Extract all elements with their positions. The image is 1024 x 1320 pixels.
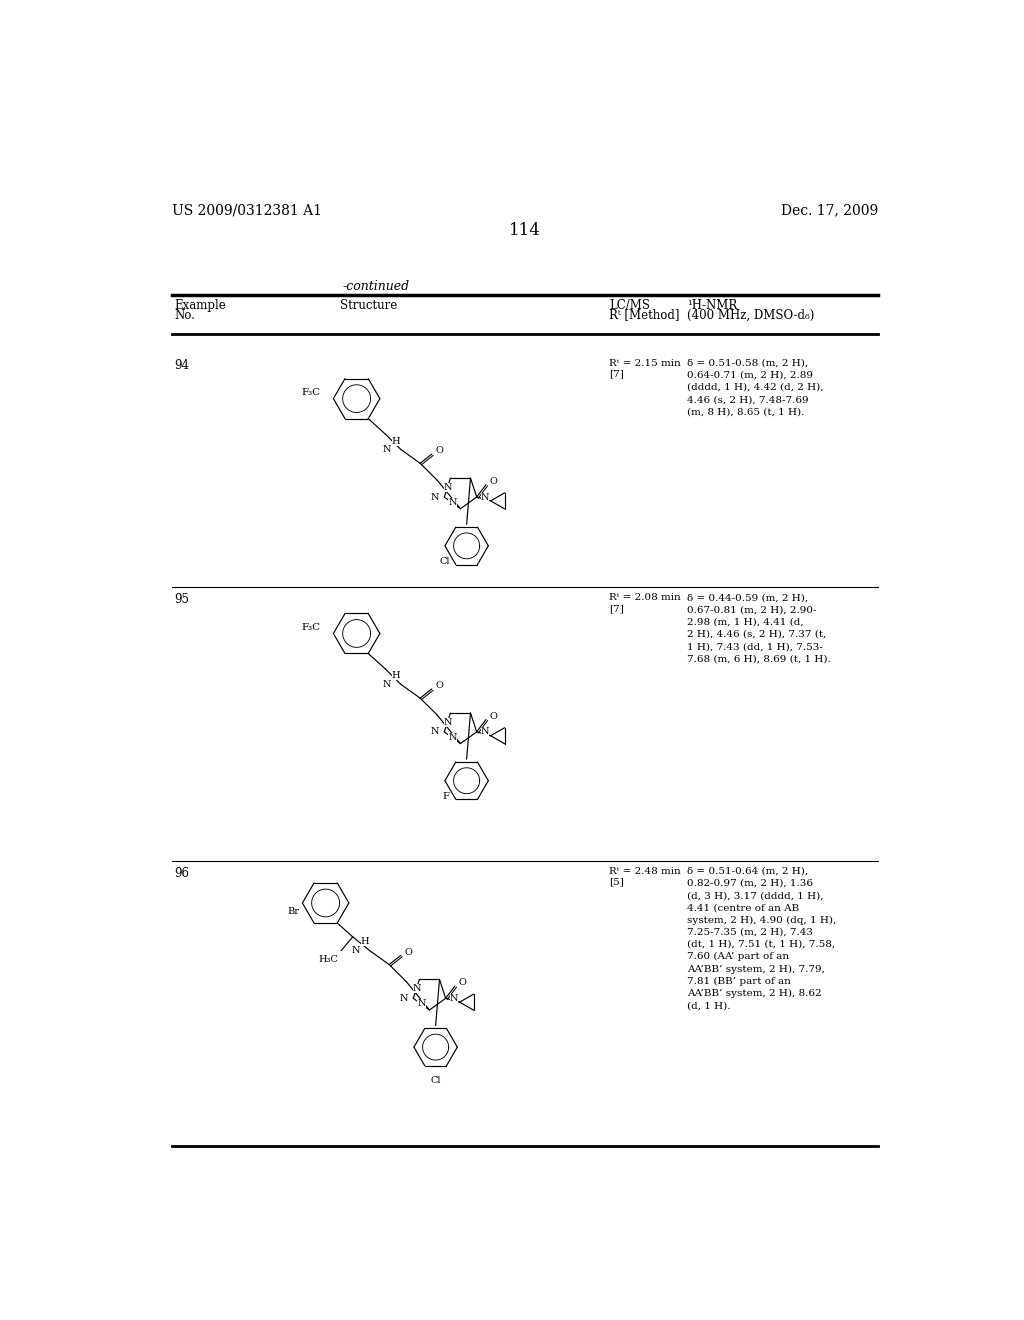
- Text: H: H: [392, 437, 400, 446]
- Text: LC/MS: LC/MS: [609, 298, 650, 312]
- Text: H: H: [360, 937, 370, 946]
- Text: 95: 95: [174, 594, 189, 606]
- Text: F₃C: F₃C: [301, 388, 321, 397]
- Text: N: N: [399, 994, 408, 1003]
- Text: Rᵗ = 2.15 min: Rᵗ = 2.15 min: [609, 359, 681, 367]
- Text: F: F: [442, 792, 450, 801]
- Text: N: N: [449, 498, 457, 507]
- Text: Rᵗ = 2.08 min: Rᵗ = 2.08 min: [609, 594, 681, 602]
- Text: O: O: [404, 948, 413, 957]
- Text: O: O: [435, 446, 443, 455]
- Text: Structure: Structure: [340, 298, 397, 312]
- Text: N: N: [449, 733, 457, 742]
- Text: δ = 0.51-0.58 (m, 2 H),
0.64-0.71 (m, 2 H), 2.89
(dddd, 1 H), 4.42 (d, 2 H),
4.4: δ = 0.51-0.58 (m, 2 H), 0.64-0.71 (m, 2 …: [687, 359, 823, 416]
- Text: O: O: [489, 477, 497, 486]
- Text: N: N: [383, 680, 391, 689]
- Text: N: N: [383, 445, 391, 454]
- Text: Example: Example: [174, 298, 226, 312]
- Text: Cl: Cl: [430, 1076, 441, 1085]
- Text: [5]: [5]: [609, 878, 625, 887]
- Text: -continued: -continued: [342, 280, 410, 293]
- Text: [7]: [7]: [609, 370, 625, 379]
- Text: N: N: [443, 483, 453, 492]
- Text: 94: 94: [174, 359, 189, 372]
- Text: ¹H-NMR: ¹H-NMR: [687, 298, 737, 312]
- Text: H: H: [392, 672, 400, 680]
- Text: [7]: [7]: [609, 605, 625, 614]
- Text: N: N: [430, 492, 439, 502]
- Text: (400 MHz, DMSO-d₆): (400 MHz, DMSO-d₆): [687, 309, 814, 322]
- Text: N: N: [352, 946, 360, 956]
- Text: Dec. 17, 2009: Dec. 17, 2009: [781, 203, 879, 216]
- Text: H₃C: H₃C: [318, 954, 338, 964]
- Text: O: O: [489, 711, 497, 721]
- Text: No.: No.: [174, 309, 196, 322]
- Text: N: N: [480, 492, 489, 502]
- Text: Cl: Cl: [439, 557, 450, 566]
- Text: N: N: [450, 994, 458, 1003]
- Text: Rᵗ = 2.48 min: Rᵗ = 2.48 min: [609, 867, 681, 875]
- Text: F₃C: F₃C: [301, 623, 321, 632]
- Text: Br: Br: [288, 907, 299, 916]
- Text: 96: 96: [174, 867, 189, 880]
- Text: δ = 0.44-0.59 (m, 2 H),
0.67-0.81 (m, 2 H), 2.90-
2.98 (m, 1 H), 4.41 (d,
2 H), : δ = 0.44-0.59 (m, 2 H), 0.67-0.81 (m, 2 …: [687, 594, 830, 663]
- Text: N: N: [417, 999, 426, 1008]
- Text: N: N: [430, 727, 439, 737]
- Text: US 2009/0312381 A1: US 2009/0312381 A1: [172, 203, 323, 216]
- Text: O: O: [458, 978, 466, 987]
- Text: O: O: [435, 681, 443, 690]
- Text: N: N: [413, 983, 422, 993]
- Text: N: N: [480, 727, 489, 737]
- Text: N: N: [443, 718, 453, 726]
- Text: δ = 0.51-0.64 (m, 2 H),
0.82-0.97 (m, 2 H), 1.36
(d, 3 H), 3.17 (dddd, 1 H),
4.4: δ = 0.51-0.64 (m, 2 H), 0.82-0.97 (m, 2 …: [687, 867, 836, 1010]
- Text: Rᵗ [Method]: Rᵗ [Method]: [609, 309, 680, 322]
- Text: 114: 114: [509, 222, 541, 239]
